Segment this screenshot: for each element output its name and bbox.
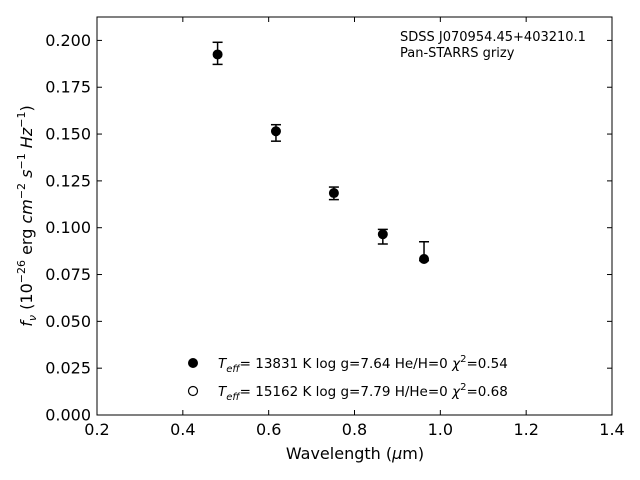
y-tick-label: 0.150 bbox=[45, 125, 91, 144]
legend-marker-open bbox=[187, 385, 199, 397]
x-tick-label: 1.2 bbox=[513, 420, 538, 439]
y-tick-label: 0.125 bbox=[45, 171, 91, 190]
y-tick-label: 0.025 bbox=[45, 359, 91, 378]
y-tick-label: 0.075 bbox=[45, 265, 91, 284]
ticks-layer: 0.2 0.4 0.6 0.8 1.0 1.2 1.4 0.000 0.025 0.050 0.07… bbox=[45, 17, 625, 439]
y-tick-label: 0.050 bbox=[45, 312, 91, 331]
x-tick-label: 0.6 bbox=[256, 420, 281, 439]
points-layer bbox=[212, 49, 430, 264]
annotation-line-1: SDSS J070954.45+403210.1 bbox=[400, 30, 586, 45]
y-axis-label: fν (10−26 erg cm−2 s−1 Hz−1) bbox=[15, 105, 39, 326]
data-point bbox=[377, 229, 388, 240]
x-tick-label: 1.4 bbox=[599, 420, 624, 439]
annotation-line-2: Pan-STARRS grizy bbox=[400, 46, 515, 61]
data-point bbox=[270, 126, 281, 137]
legend-entry-2: Teff= 15162 K log g=7.79 H/He=0 χ2=0.68 bbox=[218, 382, 508, 403]
y-tick-label: 0.100 bbox=[45, 218, 91, 237]
data-point bbox=[328, 188, 339, 199]
x-tick-label: 0.2 bbox=[84, 420, 109, 439]
x-tick-label: 1.0 bbox=[428, 420, 453, 439]
errorbars-layer bbox=[212, 41, 430, 262]
data-point bbox=[419, 253, 430, 264]
legend-entry-1: Teff= 13831 K log g=7.64 He/H=0 χ2=0.54 bbox=[218, 354, 508, 375]
legend-marker-filled bbox=[188, 358, 198, 368]
x-axis-label: Wavelength (μm) bbox=[286, 444, 424, 463]
plot-frame bbox=[96, 16, 613, 416]
data-point bbox=[212, 49, 223, 60]
x-tick-label: 0.4 bbox=[170, 420, 195, 439]
legend: Teff= 13831 K log g=7.64 He/H=0 χ2=0.54 … bbox=[187, 354, 508, 403]
x-tick-label: 0.8 bbox=[342, 420, 367, 439]
y-tick-label: 0.200 bbox=[45, 31, 91, 50]
y-tick-label: 0.175 bbox=[45, 78, 91, 97]
y-tick-label: 0.000 bbox=[45, 406, 91, 425]
